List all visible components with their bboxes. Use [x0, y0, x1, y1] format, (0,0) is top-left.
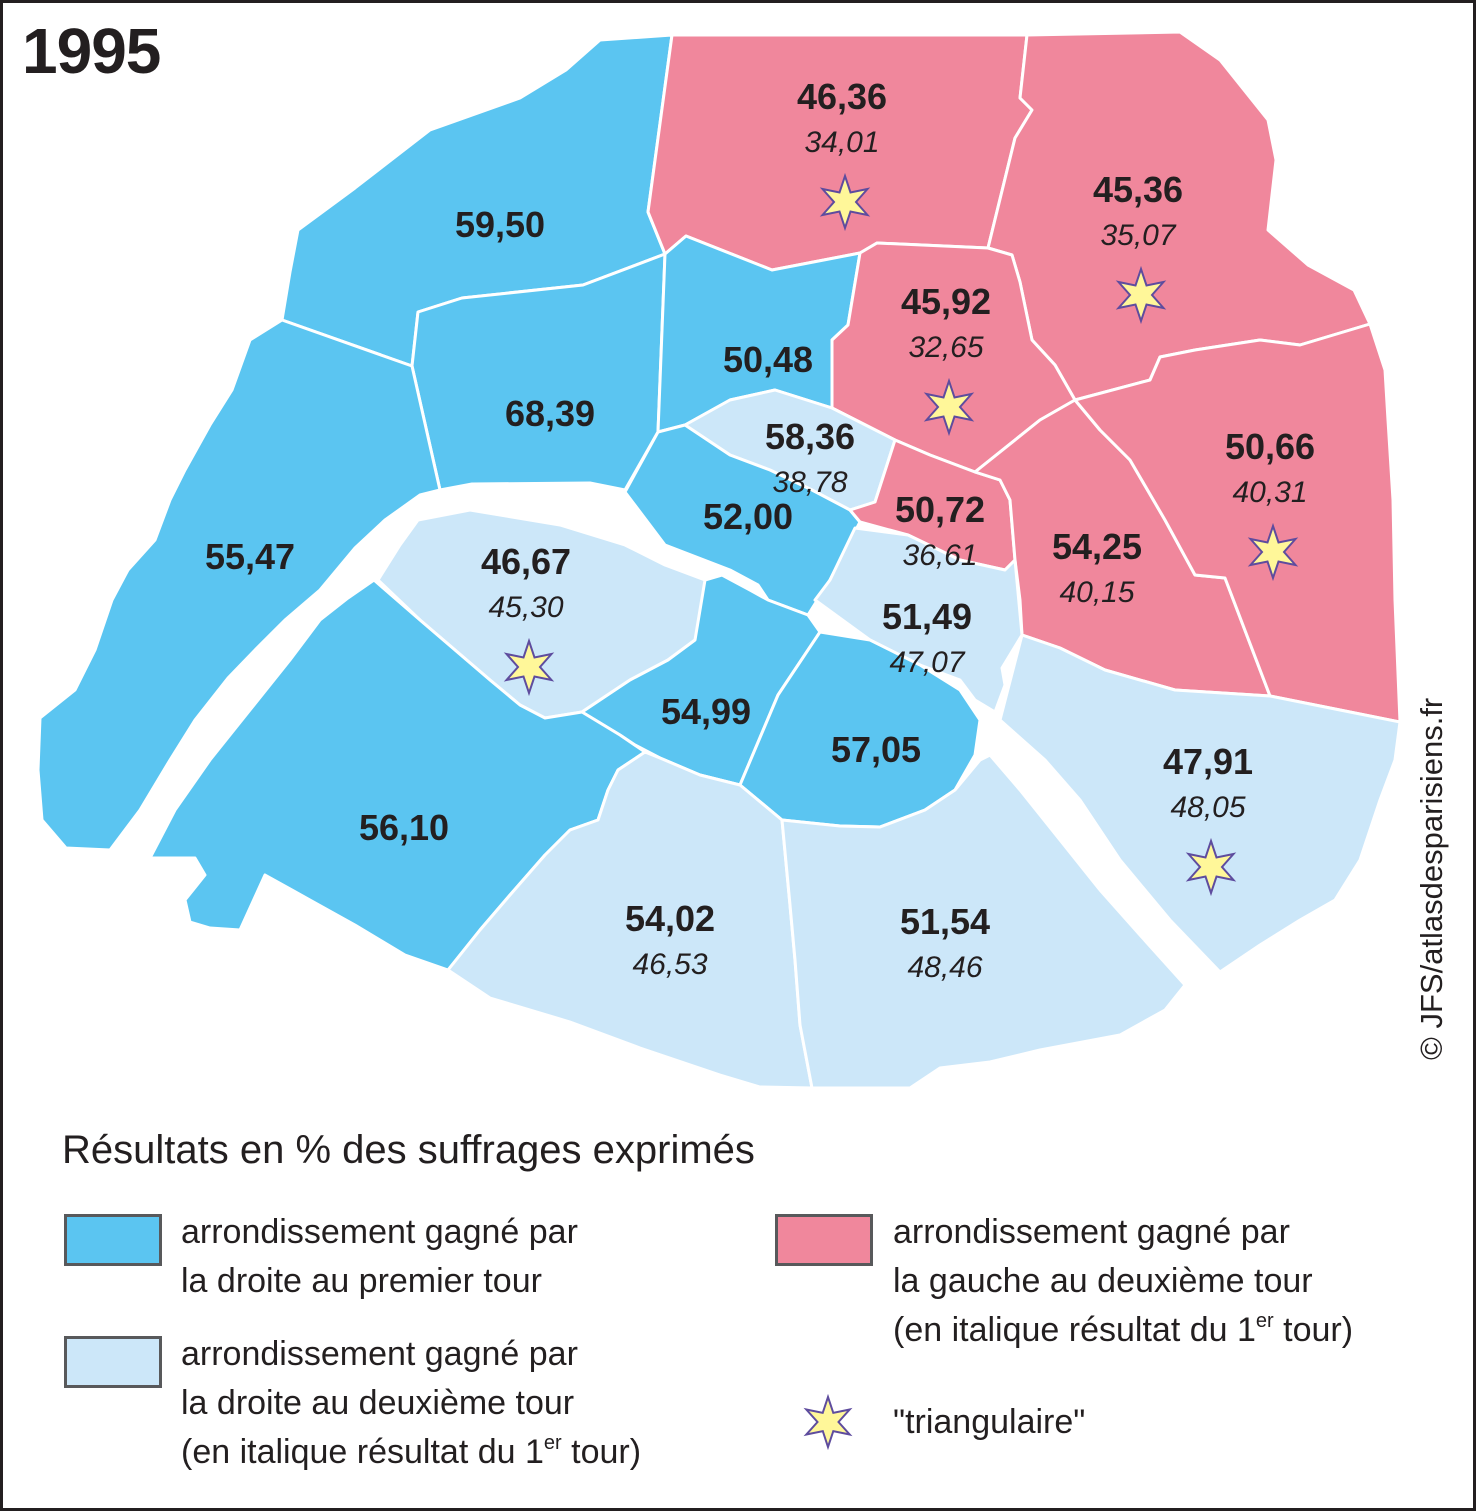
result-label-r11: 54,25 [1052, 526, 1142, 567]
first-round-label-r13: 48,46 [907, 951, 982, 984]
legend-swatch-droite-deuxieme-tour [64, 1336, 162, 1388]
arrondissement-14 [446, 750, 814, 1090]
first-round-label-r11: 40,15 [1059, 576, 1134, 609]
result-label-r13: 51,54 [900, 901, 990, 942]
triangulaire-star-icon [1185, 837, 1237, 897]
result-label-r15: 56,10 [359, 807, 449, 848]
arrondissement-16 [36, 318, 442, 852]
result-label-r9: 50,48 [723, 339, 813, 380]
first-round-label-r20: 40,31 [1232, 476, 1307, 509]
first-round-label-r3: 36,61 [902, 539, 977, 572]
result-label-r6: 54,99 [661, 691, 751, 732]
arrondissement-12 [998, 633, 1402, 974]
result-label-r7: 46,67 [481, 541, 571, 582]
first-round-label-r19: 35,07 [1100, 219, 1176, 252]
arrondissement-13 [780, 753, 1187, 1090]
first-round-label-r4: 47,07 [889, 646, 965, 679]
result-label-r17: 59,50 [455, 204, 545, 245]
first-round-label-r18: 34,01 [804, 126, 879, 159]
result-label-r20: 50,66 [1225, 426, 1315, 467]
first-round-label-r12: 48,05 [1170, 791, 1245, 824]
triangulaire-star-icon [1247, 522, 1299, 582]
result-label-r19: 45,36 [1093, 169, 1183, 210]
legend-title: Résultats en % des suffrages exprimés [62, 1128, 755, 1172]
triangulaire-star-icon [1115, 265, 1167, 325]
first-round-label-r7: 45,30 [488, 591, 563, 624]
result-label-r3: 50,72 [895, 489, 985, 530]
result-label-r18: 46,36 [797, 76, 887, 117]
first-round-label-r14: 46,53 [632, 948, 707, 981]
legend-star-icon [803, 1394, 853, 1450]
arrondissement-15 [148, 578, 647, 972]
paris-arrondissements-map: 59,50 46,36 34,01 45,36 35,07 68,39 50,48 45,92… [36, 30, 1402, 1090]
result-label-r14: 54,02 [625, 898, 715, 939]
legend-label-gauche-deuxieme-tour: arrondissement gagné par la gauche au de… [893, 1213, 1354, 1349]
result-label-r10: 45,92 [901, 281, 991, 322]
result-label-r1: 52,00 [703, 496, 793, 537]
legend-label-droite-deuxieme-tour: arrondissement gagné par la droite au de… [181, 1335, 642, 1471]
arrondissement-20 [1073, 322, 1402, 724]
result-label-r8: 68,39 [505, 393, 595, 434]
arrondissement-4 [813, 526, 1024, 714]
result-label-r2: 58,36 [765, 416, 855, 457]
triangulaire-star-icon [819, 172, 871, 232]
legend-label-droite-premier-tour: arrondissement gagné par la droite au pr… [181, 1213, 578, 1300]
first-round-label-r2: 38,78 [772, 466, 847, 499]
result-label-r4: 51,49 [882, 596, 972, 637]
result-label-r12: 47,91 [1163, 741, 1253, 782]
triangulaire-star-icon [503, 637, 555, 697]
result-label-r5: 57,05 [831, 729, 921, 770]
legend-swatch-droite-premier-tour [64, 1214, 162, 1266]
copyright-credit: © JFS/atlasdesparisiens.fr [1414, 697, 1449, 1060]
triangulaire-star-icon [923, 377, 975, 437]
result-label-r16: 55,47 [205, 536, 295, 577]
map-title-year: 1995 [22, 15, 161, 87]
legend-swatch-gauche-deuxieme-tour [775, 1214, 873, 1266]
legend-label-triangulaire: "triangulaire" [893, 1403, 1086, 1441]
first-round-label-r10: 32,65 [908, 331, 983, 364]
